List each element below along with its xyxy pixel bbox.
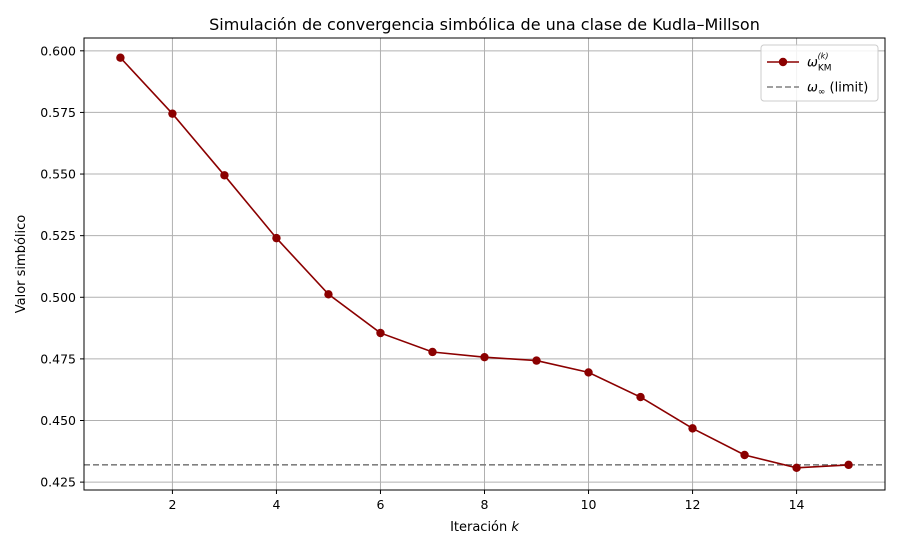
legend-marker-series	[778, 57, 788, 67]
legend-label-limit-main: ω	[807, 81, 818, 96]
x-tick-label: 6	[376, 497, 384, 512]
y-axis: 0.425 0.450 0.475 0.500 0.525 0.550 0.575 0.600	[40, 43, 84, 490]
y-tick-label: 0.475	[40, 351, 76, 366]
y-tick-label: 0.600	[40, 43, 76, 58]
legend-label-series-sub: KM	[818, 64, 832, 74]
y-tick-label: 0.550	[40, 167, 76, 182]
data-point	[636, 392, 645, 402]
data-point	[844, 460, 853, 470]
grid	[84, 38, 885, 490]
legend: ωKM(k)ω∞ (limit)	[760, 44, 879, 102]
data-point	[428, 347, 437, 357]
data-point	[272, 233, 281, 243]
x-tick-label: 10	[581, 497, 597, 512]
x-tick-label: 4	[272, 497, 280, 512]
legend-label-limit-sub: ∞	[818, 88, 826, 98]
x-axis-label-text: Iteración	[450, 520, 507, 535]
x-axis-label-var: k	[511, 520, 519, 535]
data-point	[376, 328, 385, 338]
y-tick-label: 0.575	[40, 105, 76, 120]
data-point	[116, 53, 125, 62]
data-point	[168, 109, 177, 118]
data-point	[792, 463, 801, 473]
data-point	[324, 290, 333, 299]
data-point	[584, 368, 593, 377]
y-tick-label: 0.425	[40, 475, 76, 490]
data-point	[220, 171, 229, 180]
x-tick-label: 14	[789, 497, 805, 512]
legend-label-series-sup: (k)	[818, 52, 829, 61]
x-tick-label: 2	[168, 497, 176, 512]
x-tick-label: 12	[685, 497, 701, 512]
x-axis-label: Iteración k	[450, 520, 519, 535]
chart-title: Simulación de convergencia simbólica de …	[209, 15, 760, 34]
x-axis: 2 4 6 8 10 12 14	[168, 490, 805, 512]
y-axis-label: Valor simbólico	[14, 215, 29, 314]
data-point	[480, 352, 489, 362]
data-point	[688, 424, 697, 433]
legend-label-series-main: ω	[807, 56, 818, 71]
data-point	[532, 356, 541, 365]
legend-label-limit-rest: (limit)	[825, 81, 868, 96]
y-tick-label: 0.450	[40, 413, 76, 428]
y-tick-label: 0.525	[40, 228, 76, 243]
legend-label-limit: ω∞ (limit)	[807, 81, 868, 98]
y-tick-label: 0.500	[40, 290, 76, 305]
x-tick-label: 8	[481, 497, 489, 512]
legend-label-series: ωKM (k)	[807, 52, 832, 74]
series-group	[116, 53, 853, 473]
data-point	[740, 450, 749, 460]
